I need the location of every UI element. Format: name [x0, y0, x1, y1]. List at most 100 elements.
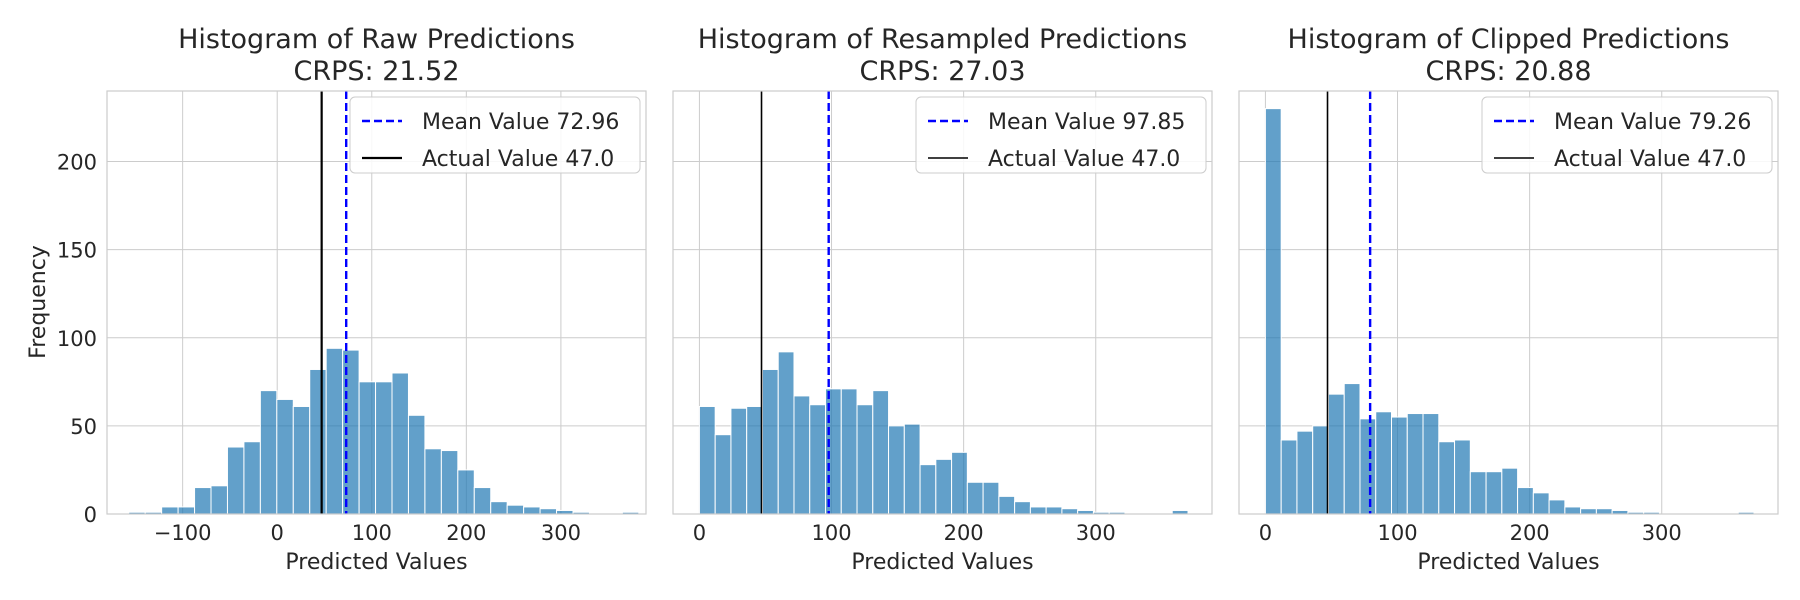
chart-subtitle: CRPS: 21.52 — [293, 56, 459, 87]
histogram-bar — [1014, 501, 1031, 515]
histogram-bar — [1548, 499, 1566, 515]
histogram-bar — [1061, 508, 1079, 515]
legend-entry: Actual Value 47.0 — [422, 147, 614, 172]
legend: Mean Value 72.96 Actual Value 47.0 — [349, 96, 641, 174]
chart-title: Histogram of Clipped Predictions — [1288, 24, 1730, 55]
histogram-bar — [982, 481, 1000, 515]
x-tick-label: 300 — [1076, 521, 1116, 545]
histogram-bar — [872, 390, 890, 515]
histogram-bar — [226, 446, 245, 515]
histogram-bar — [793, 395, 811, 515]
histogram-bar — [325, 347, 344, 515]
x-tick-label: 300 — [1642, 521, 1682, 545]
legend-entry: Mean Value 97.85 — [988, 110, 1185, 135]
legend-entry: Actual Value 47.0 — [1554, 147, 1746, 172]
histogram-bar — [1327, 393, 1345, 515]
histogram-bar — [194, 487, 212, 515]
y-tick-label: 50 — [70, 415, 97, 439]
histogram-bar — [243, 441, 261, 515]
x-axis-label: Predicted Values — [1417, 550, 1599, 575]
histogram-bar — [1029, 506, 1047, 515]
x-tick-label: −100 — [154, 521, 212, 545]
histogram-bar — [309, 368, 327, 515]
chart-subtitle: CRPS: 20.88 — [1425, 56, 1591, 87]
histogram-bar — [919, 464, 937, 515]
x-tick-label: 0 — [271, 521, 284, 545]
x-tick-label: 100 — [352, 521, 392, 545]
histogram-bar — [714, 434, 732, 515]
histogram-bar — [966, 481, 984, 515]
histogram-bar — [407, 414, 426, 515]
legend-entry: Mean Value 72.96 — [422, 110, 619, 135]
histogram-panel-2: 0 100 200 300 Histogram of Resampled Predict… — [672, 24, 1213, 575]
histogram-bar — [1406, 413, 1424, 515]
histogram-bar — [1469, 471, 1487, 515]
histogram-bar — [506, 504, 525, 515]
y-tick-label: 100 — [57, 327, 97, 351]
histogram-bar — [1595, 508, 1613, 515]
y-tick-label: 200 — [57, 151, 97, 175]
x-tick-label: 200 — [446, 521, 486, 545]
x-tick-label: 100 — [1377, 521, 1417, 545]
histogram-bar — [539, 508, 558, 515]
legend-frame — [1481, 96, 1773, 174]
legend-entry: Mean Value 79.26 — [1554, 110, 1751, 135]
histogram-bar — [1564, 506, 1582, 515]
histogram-bar — [1438, 441, 1456, 515]
histogram-bar — [840, 388, 858, 515]
histogram-bar — [1343, 383, 1361, 515]
histogram-bar — [1485, 471, 1503, 515]
histogram-bar — [358, 381, 377, 515]
legend: Mean Value 79.26 Actual Value 47.0 — [1481, 96, 1773, 174]
histogram-bar — [259, 390, 278, 515]
histogram-bar — [1532, 492, 1550, 515]
histogram-bar — [1359, 418, 1377, 515]
x-tick-label: 300 — [541, 521, 581, 545]
histogram-bar — [424, 448, 442, 515]
histogram-panel-3: 0 100 200 300 Histogram of Clipped Predictio… — [1238, 24, 1779, 575]
histogram-bar — [523, 506, 541, 515]
histogram-bar — [1422, 413, 1440, 515]
histogram-bar — [1580, 508, 1597, 515]
histogram-bar — [375, 381, 393, 515]
legend-entry: Actual Value 47.0 — [988, 147, 1180, 172]
chart-subtitle: CRPS: 27.03 — [859, 56, 1025, 87]
y-tick-label: 150 — [57, 239, 97, 263]
histogram-bar — [391, 372, 409, 515]
histogram-bar — [1375, 411, 1393, 515]
histogram-bar — [457, 469, 475, 515]
histogram-bar — [1045, 506, 1063, 515]
histogram-bar — [1296, 430, 1314, 515]
x-tick-label: 0 — [693, 521, 706, 545]
histogram-bar — [490, 501, 508, 515]
x-tick-label: 200 — [1510, 521, 1550, 545]
legend-frame — [349, 96, 641, 174]
y-tick-label: 0 — [84, 503, 97, 527]
histogram-bar — [903, 423, 921, 515]
legend-frame — [915, 96, 1207, 174]
plot-frame — [106, 90, 647, 515]
histogram-bar — [698, 405, 716, 515]
plot-frame — [1238, 90, 1779, 515]
histogram-bar — [1391, 416, 1408, 515]
histogram-bar — [440, 450, 459, 515]
histogram-bar — [935, 458, 953, 515]
histogram-bar — [746, 405, 763, 515]
histogram-bar — [1280, 439, 1298, 515]
histogram-bar — [1454, 439, 1471, 515]
histogram-bar — [1501, 467, 1519, 515]
histogram-bar — [210, 485, 228, 515]
histogram-bar — [276, 398, 294, 515]
histogram-panel-1: −100 0 100 200 300 0 50 100 150 200 Histogram of R… — [26, 24, 647, 575]
histogram-bar — [809, 404, 827, 515]
histogram-bar — [998, 495, 1016, 515]
histogram-bar — [777, 351, 795, 515]
x-tick-label: 200 — [944, 521, 984, 545]
histogram-bar — [1312, 425, 1329, 515]
histogram-bar — [292, 405, 311, 515]
chart-title: Histogram of Resampled Predictions — [698, 24, 1188, 55]
histogram-bar — [730, 407, 748, 515]
histogram-bar — [951, 451, 968, 515]
histogram-bar — [161, 506, 179, 515]
